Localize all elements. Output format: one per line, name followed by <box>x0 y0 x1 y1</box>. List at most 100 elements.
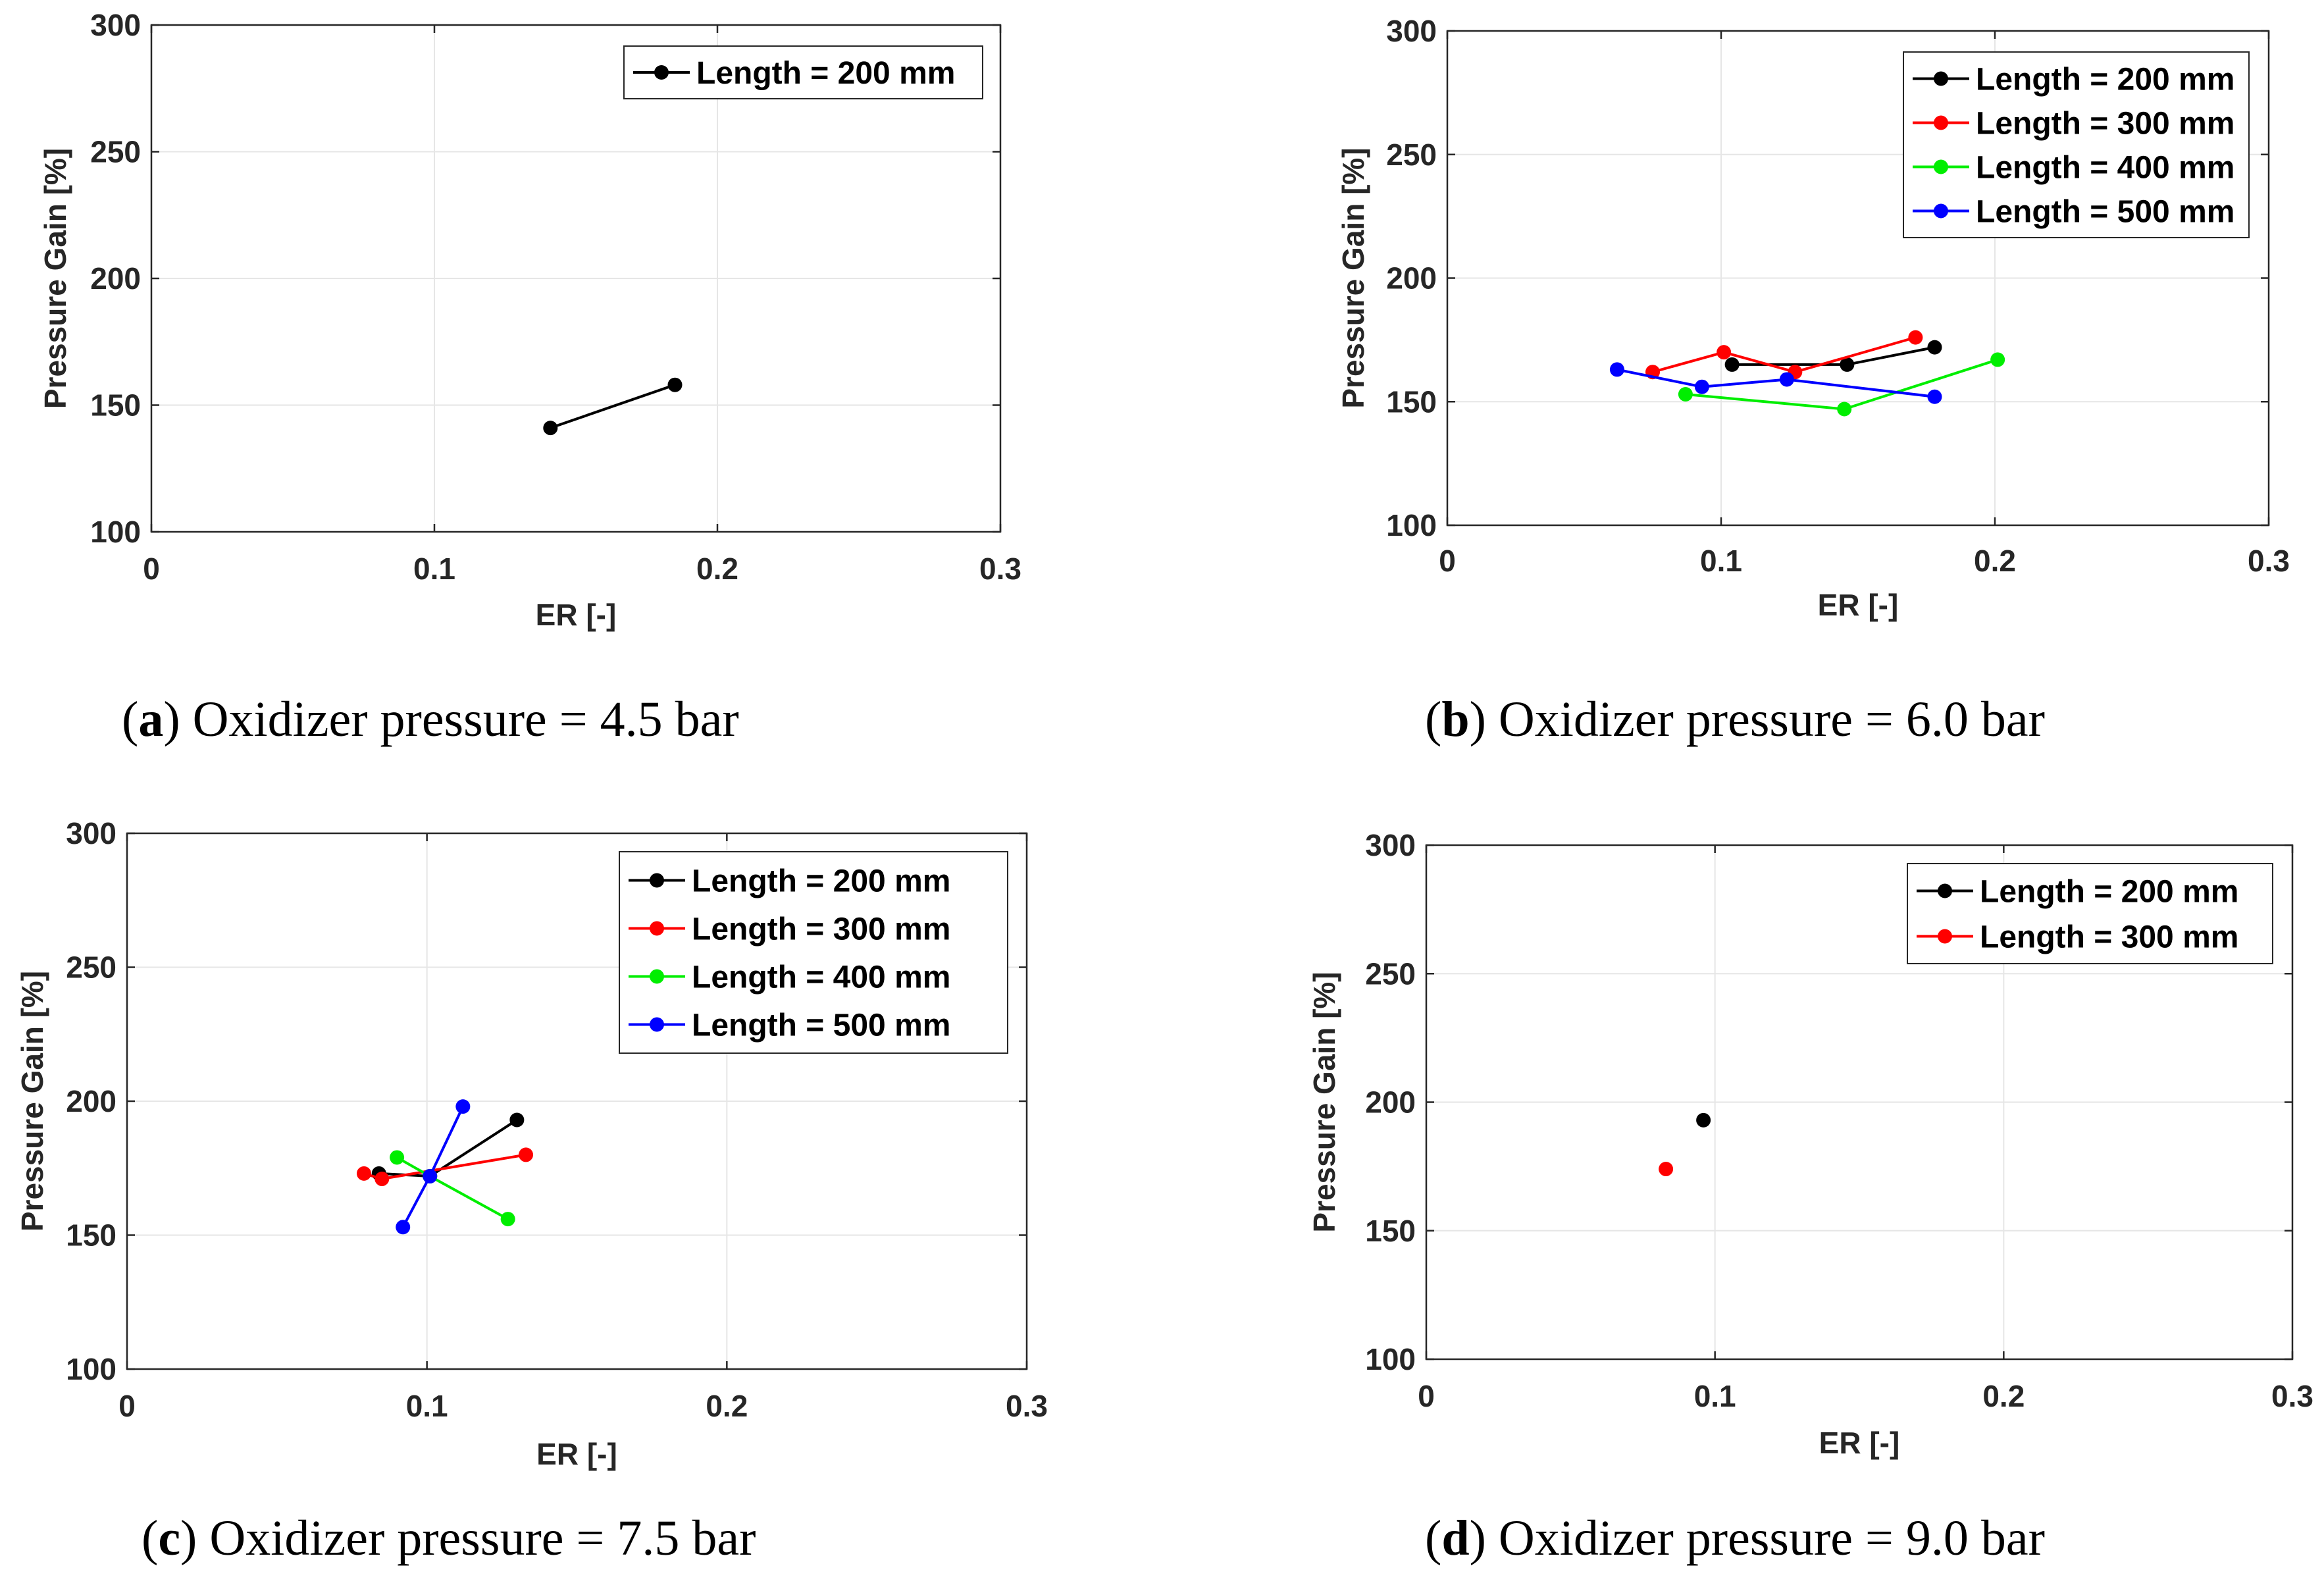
x-tick-label: 0 <box>118 1389 136 1423</box>
legend-label: Length = 500 mm <box>692 1008 950 1043</box>
legend-marker <box>1934 115 1948 130</box>
x-tick-label: 0.3 <box>2248 544 2290 578</box>
caption-text: Oxidizer pressure = 7.5 bar <box>209 1511 756 1566</box>
legend-label: Length = 200 mm <box>692 864 950 899</box>
y-tick-label: 100 <box>1386 508 1437 542</box>
y-tick-label: 200 <box>90 261 141 296</box>
x-tick-label: 0.2 <box>1974 544 2016 578</box>
data-point <box>1724 357 1740 372</box>
series-200mm <box>543 377 683 436</box>
data-point <box>500 1212 515 1227</box>
y-tick-label: 150 <box>66 1218 116 1253</box>
data-point <box>519 1147 534 1162</box>
legend-marker <box>1934 71 1948 86</box>
y-axis-label: Pressure Gain [%] <box>38 148 72 409</box>
y-tick-label: 300 <box>90 8 141 42</box>
series-200mm <box>1696 1112 1711 1128</box>
data-point <box>1990 352 2005 367</box>
legend-box <box>1903 51 2250 238</box>
legend-label: Length = 400 mm <box>1976 151 2234 186</box>
y-tick-label: 300 <box>1386 14 1437 48</box>
chart-panel-b: 0 0.1 0.2 0.3 100 150 200 250 300 ER [-] Pressure … <box>1336 14 2290 747</box>
legend: Length = 200 mm <box>623 45 983 99</box>
y-tick-label: 150 <box>1386 384 1437 419</box>
legend-label: Length = 300 mm <box>1976 107 2234 142</box>
x-tick-label: 0 <box>1418 1379 1435 1413</box>
y-tick-label: 100 <box>1365 1342 1416 1376</box>
data-point <box>509 1112 525 1128</box>
legend: Length = 200 mm Length = 300 mm Length = 4… <box>619 851 1008 1054</box>
legend-marker <box>650 921 664 936</box>
legend-label: Length = 200 mm <box>696 56 955 91</box>
caption-letter: d <box>1441 1511 1469 1566</box>
y-tick-label: 250 <box>66 950 116 985</box>
panel-caption: (b) Oxidizer pressure = 6.0 bar <box>1425 692 2045 747</box>
y-tick-label: 100 <box>90 515 141 549</box>
data-point <box>1837 402 1852 417</box>
data-point <box>1927 389 1942 404</box>
y-tick-label: 150 <box>90 388 141 423</box>
y-tick-label: 250 <box>90 135 141 169</box>
legend-marker <box>650 1017 664 1032</box>
caption-paren: ) <box>180 1511 209 1566</box>
chart-panel-c: 0 0.1 0.2 0.3 100 150 200 250 300 ER [-] Pressure … <box>15 816 1048 1566</box>
y-tick-label: 200 <box>66 1084 116 1118</box>
caption-letter: b <box>1441 692 1469 747</box>
caption-paren: ( <box>142 1511 158 1566</box>
y-axis-label: Pressure Gain [%] <box>1307 972 1341 1232</box>
caption-paren: ) <box>163 692 192 747</box>
panel-caption: (d) Oxidizer pressure = 9.0 bar <box>1425 1511 2045 1566</box>
legend-box <box>1907 863 2273 964</box>
legend-label: Length = 500 mm <box>1976 195 2234 230</box>
data-point <box>1694 379 1709 394</box>
y-tick-label: 300 <box>1365 828 1416 862</box>
data-point <box>1779 372 1794 387</box>
data-point <box>455 1099 471 1114</box>
x-axis-label: ER [-] <box>1818 588 1899 622</box>
data-point <box>390 1150 405 1165</box>
x-tick-label: 0.2 <box>706 1389 748 1423</box>
legend-label: Length = 300 mm <box>692 912 950 947</box>
chart-panel-d: 0 0.1 0.2 0.3 100 150 200 250 300 ER [-] Pressure … <box>1307 828 2313 1566</box>
data-point <box>667 377 683 392</box>
x-tick-label: 0.3 <box>2271 1379 2313 1413</box>
caption-paren: ) <box>1470 1511 1499 1566</box>
y-tick-label: 300 <box>66 816 116 850</box>
caption-text: Oxidizer pressure = 4.5 bar <box>193 692 739 747</box>
x-tick-label: 0.2 <box>696 552 738 586</box>
y-axis-label: Pressure Gain [%] <box>1336 147 1370 408</box>
legend-marker <box>654 65 669 80</box>
caption-letter: a <box>138 692 163 747</box>
data-point <box>356 1166 371 1181</box>
legend-label: Length = 300 mm <box>1980 920 2238 955</box>
x-tick-label: 0.1 <box>406 1389 448 1423</box>
caption-letter: c <box>158 1511 180 1566</box>
x-tick-label: 0.1 <box>1694 1379 1736 1413</box>
legend-label: Length = 400 mm <box>692 960 950 995</box>
x-tick-label: 0.3 <box>979 552 1021 586</box>
x-tick-label: 0.3 <box>1006 1389 1048 1423</box>
data-point <box>1678 386 1693 402</box>
caption-text: Oxidizer pressure = 9.0 bar <box>1499 1511 2045 1566</box>
y-tick-label: 150 <box>1365 1214 1416 1248</box>
y-tick-label: 250 <box>1386 138 1437 172</box>
x-tick-label: 0.2 <box>1982 1379 2025 1413</box>
y-tick-label: 200 <box>1386 261 1437 296</box>
legend-marker <box>650 969 664 984</box>
series-400mm <box>1678 352 2005 417</box>
x-tick-label: 0.1 <box>413 552 455 586</box>
data-point <box>1717 345 1732 360</box>
data-point <box>1696 1112 1711 1128</box>
data-point <box>1840 357 1855 372</box>
series-line <box>1616 368 1935 398</box>
data-point <box>396 1220 411 1235</box>
legend: Length = 200 mm Length = 300 mm <box>1907 863 2273 964</box>
data-point <box>1927 340 1942 355</box>
panel-caption: (a) Oxidizer pressure = 4.5 bar <box>122 692 739 747</box>
x-tick-label: 0 <box>143 552 160 586</box>
y-axis-label: Pressure Gain [%] <box>15 971 49 1232</box>
series-300mm <box>356 1147 534 1187</box>
data-point <box>1609 362 1624 377</box>
caption-paren: ) <box>1470 692 1499 747</box>
